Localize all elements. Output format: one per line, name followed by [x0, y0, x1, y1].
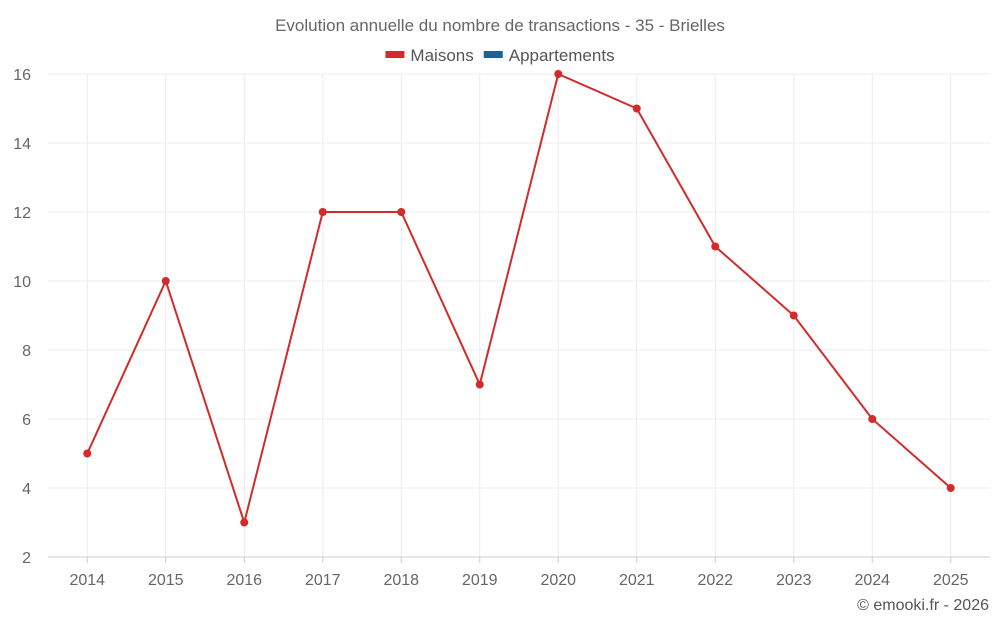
x-tick-label: 2014: [69, 572, 105, 589]
y-tick-label: 10: [13, 274, 31, 291]
y-tick-label: 4: [22, 481, 31, 498]
y-axis-ticks: 2 4 6 8 10 12 14 16: [13, 67, 31, 567]
chart-title: Evolution annuelle du nombre de transact…: [275, 16, 725, 35]
x-tick-label: 2024: [854, 572, 890, 589]
x-tick-label: 2019: [462, 572, 498, 589]
y-tick-label: 2: [22, 550, 31, 567]
chart-legend: Maisons Appartements: [385, 46, 615, 65]
data-point[interactable]: [475, 380, 484, 389]
data-point[interactable]: [318, 208, 327, 216]
y-tick-label: 12: [13, 205, 31, 222]
x-tick-label: 2017: [305, 572, 341, 589]
y-tick-label: 8: [22, 343, 31, 360]
x-tick-label: 2021: [619, 572, 655, 589]
y-tick-label: 14: [13, 136, 31, 153]
data-point[interactable]: [946, 484, 955, 492]
series-line-maisons: [86, 72, 952, 527]
x-tick-label: 2022: [697, 572, 733, 589]
legend-label-appartements[interactable]: Appartements: [509, 46, 615, 65]
data-point[interactable]: [554, 70, 563, 78]
chart-credit: © emooki.fr - 2026: [857, 597, 989, 614]
x-tick-label: 2025: [933, 572, 969, 589]
legend-swatch-maisons[interactable]: [385, 51, 405, 58]
x-tick-label: 2015: [148, 572, 184, 589]
x-tick-label: 2018: [383, 572, 419, 589]
x-axis-ticks: 2014 2015 2016 2017 2018 2019 2020 2021 2022 2023…: [69, 557, 969, 589]
x-tick-label: 2020: [540, 572, 576, 589]
data-point[interactable]: [711, 242, 720, 251]
legend-swatch-appartements[interactable]: [483, 51, 503, 58]
data-point[interactable]: [240, 518, 249, 527]
x-tick-label: 2016: [226, 572, 262, 589]
x-tick-label: 2023: [776, 572, 812, 589]
y-tick-label: 16: [13, 67, 31, 84]
data-point[interactable]: [789, 311, 798, 320]
data-point[interactable]: [83, 449, 92, 458]
data-point[interactable]: [632, 104, 641, 113]
chart-grid: [48, 73, 990, 557]
legend-label-maisons[interactable]: Maisons: [410, 46, 473, 65]
data-point[interactable]: [868, 415, 877, 423]
y-tick-label: 6: [22, 412, 31, 429]
data-point[interactable]: [397, 208, 406, 216]
data-point[interactable]: [161, 277, 170, 285]
chart-series: [83, 70, 955, 527]
